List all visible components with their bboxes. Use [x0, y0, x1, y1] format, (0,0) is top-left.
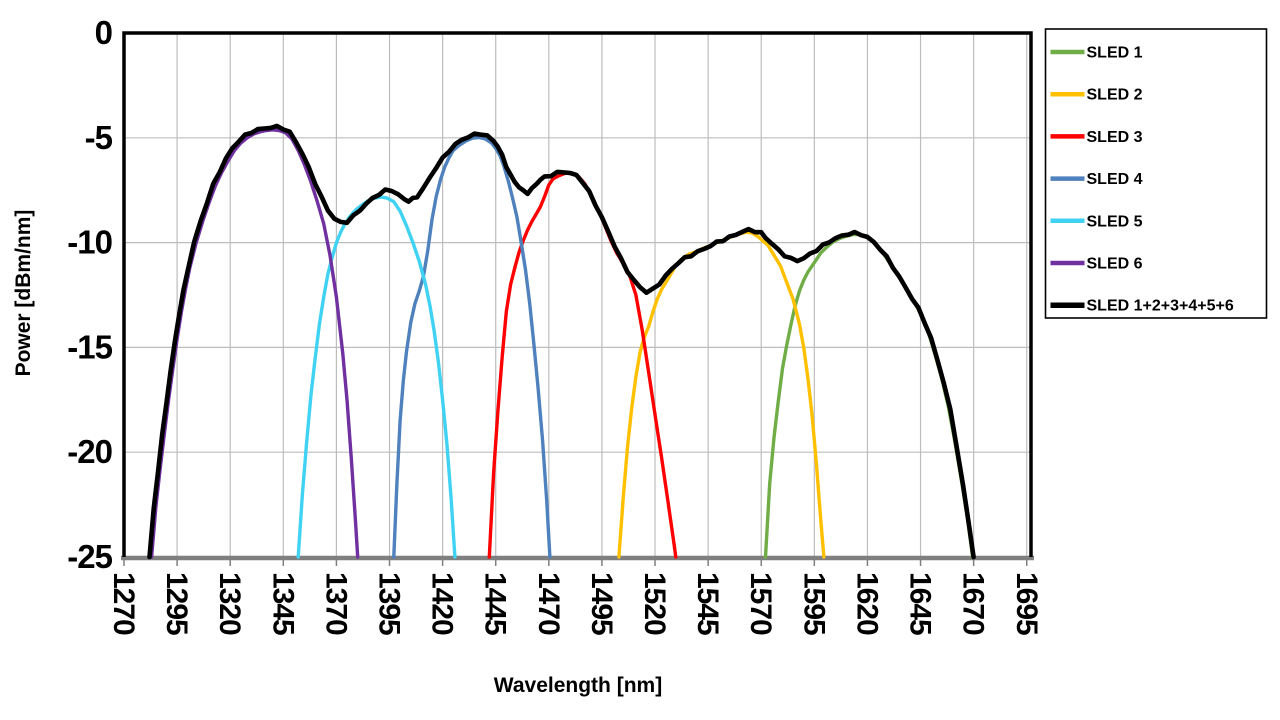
- series-lines: [147, 123, 976, 560]
- legend-label: SLED 6: [1087, 256, 1143, 273]
- x-tick-label: 1545: [691, 572, 724, 635]
- y-tick-label: -10: [67, 224, 112, 261]
- gridlines: [124, 33, 1031, 557]
- legend-item: SLED 3: [1050, 129, 1143, 146]
- legend-label: SLED 4: [1087, 171, 1143, 188]
- x-tick-label: 1295: [160, 572, 193, 635]
- x-axis-baseline: [121, 555, 1034, 566]
- legend-item: SLED 1+2+3+4+5+6: [1050, 298, 1234, 315]
- y-tick-label: -15: [67, 328, 112, 365]
- plot-border: [122, 31, 1033, 557]
- legend-item: SLED 2: [1050, 87, 1143, 104]
- x-tick-label: 1695: [1010, 572, 1043, 635]
- x-axis-tick-labels: 1270 1295 1320 1345 1370 1395 1420 1445 1470 1495…: [107, 572, 1043, 635]
- x-tick-label: 1320: [213, 572, 246, 635]
- x-tick-label: 1445: [479, 572, 512, 635]
- series-line-sled-4: [392, 135, 552, 559]
- x-axis-title: Wavelength [nm]: [494, 674, 662, 697]
- legend-item: SLED 6: [1050, 256, 1143, 273]
- legend-label: SLED 1: [1087, 45, 1143, 62]
- x-tick-label: 1595: [797, 572, 830, 635]
- series-line-sled-6: [149, 128, 360, 559]
- legend-box: [1044, 28, 1268, 319]
- x-tick-label: 1570: [744, 572, 777, 635]
- y-tick-label: -25: [67, 538, 112, 575]
- legend: SLED 1 SLED 2 SLED 3 SLED 4 SLED 5 SLED 6 SLED…: [1044, 28, 1268, 319]
- y-axis-tick-labels: 0 -5 -10 -15 -20 -25: [67, 14, 113, 575]
- x-tick-label: 1645: [904, 572, 937, 635]
- x-tick-label: 1370: [319, 572, 352, 635]
- series-line-sled-5: [296, 195, 457, 559]
- y-axis-title: Power [dBm/nm]: [12, 210, 35, 377]
- x-tick-label: 1395: [373, 572, 406, 635]
- series-line-sled-1-2-3-4-5-6: [147, 123, 976, 560]
- x-tick-label: 1620: [850, 572, 883, 635]
- legend-label: SLED 5: [1087, 213, 1143, 230]
- plot-border-line: [122, 31, 1033, 557]
- series-line-sled-2: [617, 230, 826, 559]
- series-line-sled-3: [487, 171, 678, 559]
- legend-label: SLED 1+2+3+4+5+6: [1087, 298, 1234, 315]
- x-tick-label: 1495: [585, 572, 618, 635]
- y-tick-label: 0: [95, 14, 112, 51]
- legend-item: SLED 1: [1050, 45, 1143, 62]
- legend-item: SLED 5: [1050, 213, 1143, 230]
- x-tick-label: 1470: [532, 572, 565, 635]
- y-tick-label: -20: [67, 433, 112, 470]
- x-tick-label: 1670: [957, 572, 990, 635]
- y-tick-label: -5: [85, 119, 113, 156]
- legend-label: SLED 2: [1087, 87, 1143, 104]
- x-tick-label: 1520: [638, 572, 671, 635]
- x-tick-label: 1420: [426, 572, 459, 635]
- legend-item: SLED 4: [1050, 171, 1143, 188]
- legend-label: SLED 3: [1087, 129, 1143, 146]
- x-tick-label: 1270: [107, 572, 140, 635]
- x-tick-label: 1345: [266, 572, 299, 635]
- series-line-sled-1: [763, 232, 975, 559]
